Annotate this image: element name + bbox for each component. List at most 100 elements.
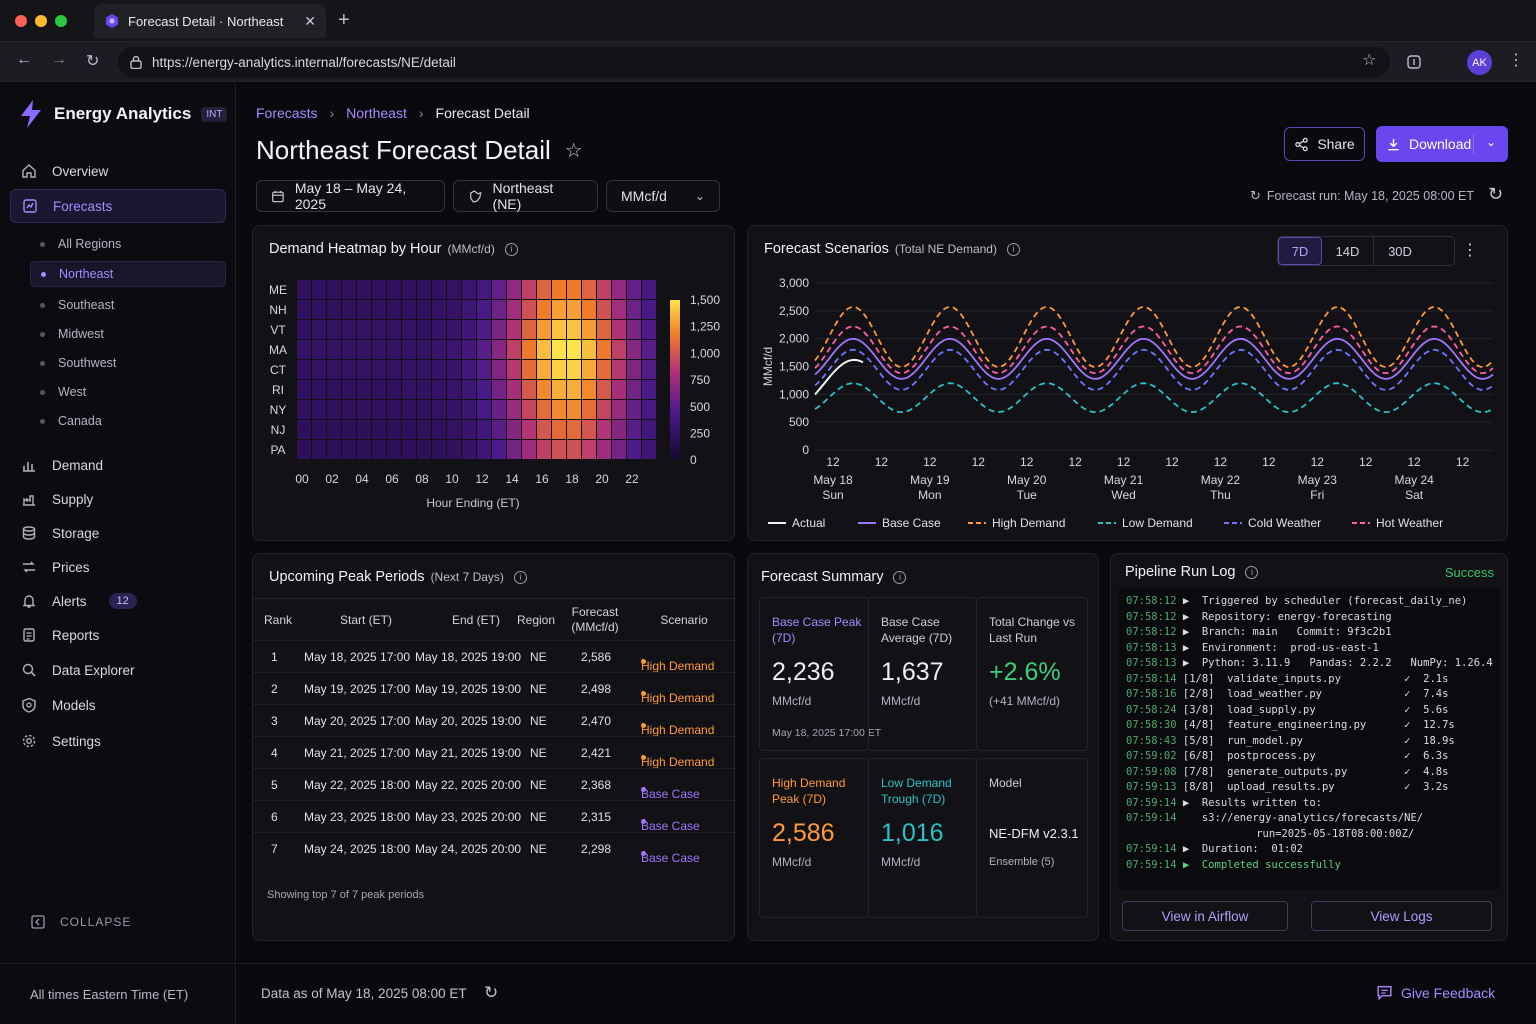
heatmap-chart[interactable]: ME NH VT MA CT RI NY NJ PA 00 02 04 06 08 10 12 14 16 18 20…: [253, 226, 736, 542]
heatmap-cell: [372, 280, 386, 299]
info-icon[interactable]: i: [893, 570, 907, 584]
heatmap-cell: [372, 300, 386, 319]
breadcrumb-northeast[interactable]: Northeast: [346, 105, 407, 121]
heatmap-cell: [507, 420, 521, 439]
forward-icon[interactable]: →: [51, 51, 67, 68]
profile-avatar[interactable]: AK: [1467, 50, 1492, 75]
browser-menu-icon[interactable]: ⋮: [1508, 52, 1524, 69]
url-field[interactable]: https://energy-analytics.internal/foreca…: [118, 47, 1390, 77]
nav-settings[interactable]: Settings: [10, 724, 226, 758]
new-tab-icon[interactable]: +: [338, 9, 350, 31]
nav-forecasts[interactable]: Forecasts: [10, 189, 226, 223]
cell-region: NE: [530, 714, 547, 728]
lightning-logo-icon: [21, 100, 41, 128]
heatmap-cell: [447, 300, 461, 319]
range-7d-button[interactable]: 7D: [1278, 237, 1322, 265]
log-text: [7/8] generate_outputs.py ✓ 4.8s: [1176, 765, 1449, 778]
table-row[interactable]: 2 May 19, 2025 17:00 May 19, 2025 19:00 NE 2…: [253, 672, 736, 705]
download-button[interactable]: Download ⌄: [1376, 126, 1508, 162]
subnav-southeast[interactable]: Southeast: [30, 292, 226, 318]
subnav-canada[interactable]: Canada: [30, 408, 226, 434]
breadcrumb-forecasts[interactable]: Forecasts: [256, 105, 318, 121]
give-feedback-link[interactable]: Give Feedback: [1376, 984, 1495, 1001]
date-range-picker[interactable]: May 18 – May 24, 2025: [256, 180, 445, 212]
heatmap-x-tick: 12: [475, 472, 489, 486]
favorite-star-icon[interactable]: ☆: [564, 140, 583, 162]
minimize-window-dot[interactable]: [35, 15, 47, 27]
reload-icon[interactable]: ↻: [86, 53, 100, 70]
browser-tab[interactable]: Forecast Detail · Northeast ✕: [94, 4, 326, 38]
nav-reports[interactable]: Reports: [10, 618, 226, 652]
stat-base-average: Base Case Average (7D) 1,637 MMcf/d: [868, 597, 977, 751]
heatmap-cell: [642, 320, 656, 339]
nav-supply[interactable]: Supply: [10, 482, 226, 516]
table-row[interactable]: 7 May 24, 2025 18:00 May 24, 2025 20:00 NE 2…: [253, 832, 736, 865]
cell-start: May 21, 2025 17:00: [304, 746, 411, 760]
range-14d-button[interactable]: 14D: [1322, 237, 1374, 265]
nav-storage[interactable]: Storage: [10, 516, 226, 550]
refresh-icon[interactable]: ↻: [1488, 184, 1504, 204]
close-window-dot[interactable]: [15, 15, 27, 27]
legend-label: Hot Weather: [1376, 516, 1443, 530]
download-chevron-down-icon[interactable]: ⌄: [1485, 135, 1496, 149]
info-icon[interactable]: i: [1245, 565, 1259, 579]
log-timestamp: 07:58:16: [1126, 688, 1177, 700]
share-label: Share: [1317, 136, 1355, 152]
table-row[interactable]: 3 May 20, 2025 17:00 May 20, 2025 19:00 NE 2…: [253, 704, 736, 737]
data-refresh-icon[interactable]: ↻: [484, 983, 499, 1002]
view-logs-button[interactable]: View Logs: [1311, 901, 1492, 931]
scenario-dot: [641, 819, 646, 824]
series-line-base-case: [814, 337, 1494, 380]
shield-extension-icon[interactable]: [1406, 54, 1422, 70]
nav-prices[interactable]: Prices: [10, 550, 226, 584]
close-tab-icon[interactable]: ✕: [304, 12, 316, 29]
more-options-icon[interactable]: ⋮: [1462, 242, 1478, 259]
subnav-southwest[interactable]: Southwest: [30, 350, 226, 376]
nav-demand[interactable]: Demand: [10, 448, 226, 482]
scenarios-line-chart[interactable]: MMcf/d 3,000 2,500 2,000 1,500 1,000 500 0 12 12 1…: [748, 226, 1509, 542]
bookmark-star-icon[interactable]: ☆: [1362, 52, 1377, 69]
scenario-dot: [641, 851, 646, 856]
x-tick-label: 12: [1407, 455, 1421, 469]
back-icon[interactable]: ←: [16, 51, 32, 68]
table-row[interactable]: 5 May 22, 2025 18:00 May 22, 2025 20:00 NE 2…: [253, 768, 736, 801]
subnav-all-regions[interactable]: All Regions: [30, 231, 226, 257]
heatmap-cell: [402, 440, 416, 459]
nav-alerts[interactable]: Alerts 12: [10, 584, 226, 618]
heatmap-cell: [462, 380, 476, 399]
view-in-airflow-button[interactable]: View in Airflow: [1122, 901, 1288, 931]
brand[interactable]: Energy Analytics INT: [18, 99, 228, 129]
subnav-northeast[interactable]: Northeast: [30, 261, 226, 287]
range-30d-button[interactable]: 30D: [1388, 243, 1412, 259]
table-row[interactable]: 1 May 18, 2025 17:00 May 18, 2025 19:00 NE 2…: [253, 640, 736, 673]
unit-select[interactable]: MMcf/d ⌄: [606, 180, 720, 212]
stat-unit: Ensemble (5): [989, 856, 1055, 868]
info-icon[interactable]: i: [1006, 242, 1020, 256]
maximize-window-dot[interactable]: [55, 15, 67, 27]
share-button[interactable]: Share: [1284, 127, 1365, 161]
subnav-midwest[interactable]: Midwest: [30, 321, 226, 347]
summary-title-row: Forecast Summary i: [761, 569, 907, 585]
info-icon[interactable]: i: [513, 570, 527, 584]
log-line: 07:58:13 ▶ Environment: prod-us-east-1: [1126, 642, 1379, 654]
nav-data-explorer[interactable]: Data Explorer: [10, 653, 226, 687]
heatmap-cell: [387, 420, 401, 439]
forecast-icon: [21, 197, 39, 215]
heatmap-subtitle: (MMcf/d): [447, 242, 495, 256]
info-icon[interactable]: i: [504, 242, 518, 256]
collapse-button[interactable]: COLLAPSE: [30, 914, 131, 930]
subnav-west[interactable]: West: [30, 379, 226, 405]
region-selector[interactable]: Northeast (NE): [453, 180, 598, 212]
heatmap-cell: [597, 300, 611, 319]
scenario-dot: [641, 755, 646, 760]
cell-end: May 21, 2025 19:00: [415, 746, 522, 760]
nav-models[interactable]: Models: [10, 688, 226, 722]
pipeline-log-output[interactable]: 07:58:12 ▶ Triggered by scheduler (forec…: [1119, 588, 1500, 890]
table-row[interactable]: 4 May 21, 2025 17:00 May 21, 2025 19:00 NE 2…: [253, 736, 736, 769]
nav-overview[interactable]: Overview: [10, 154, 226, 188]
heatmap-row-label: CT: [270, 363, 287, 377]
heatmap-cell: [357, 380, 371, 399]
heatmap-cell: [477, 300, 491, 319]
cell-rank: 3: [271, 714, 278, 728]
table-row[interactable]: 6 May 23, 2025 18:00 May 23, 2025 20:00 NE 2…: [253, 800, 736, 833]
